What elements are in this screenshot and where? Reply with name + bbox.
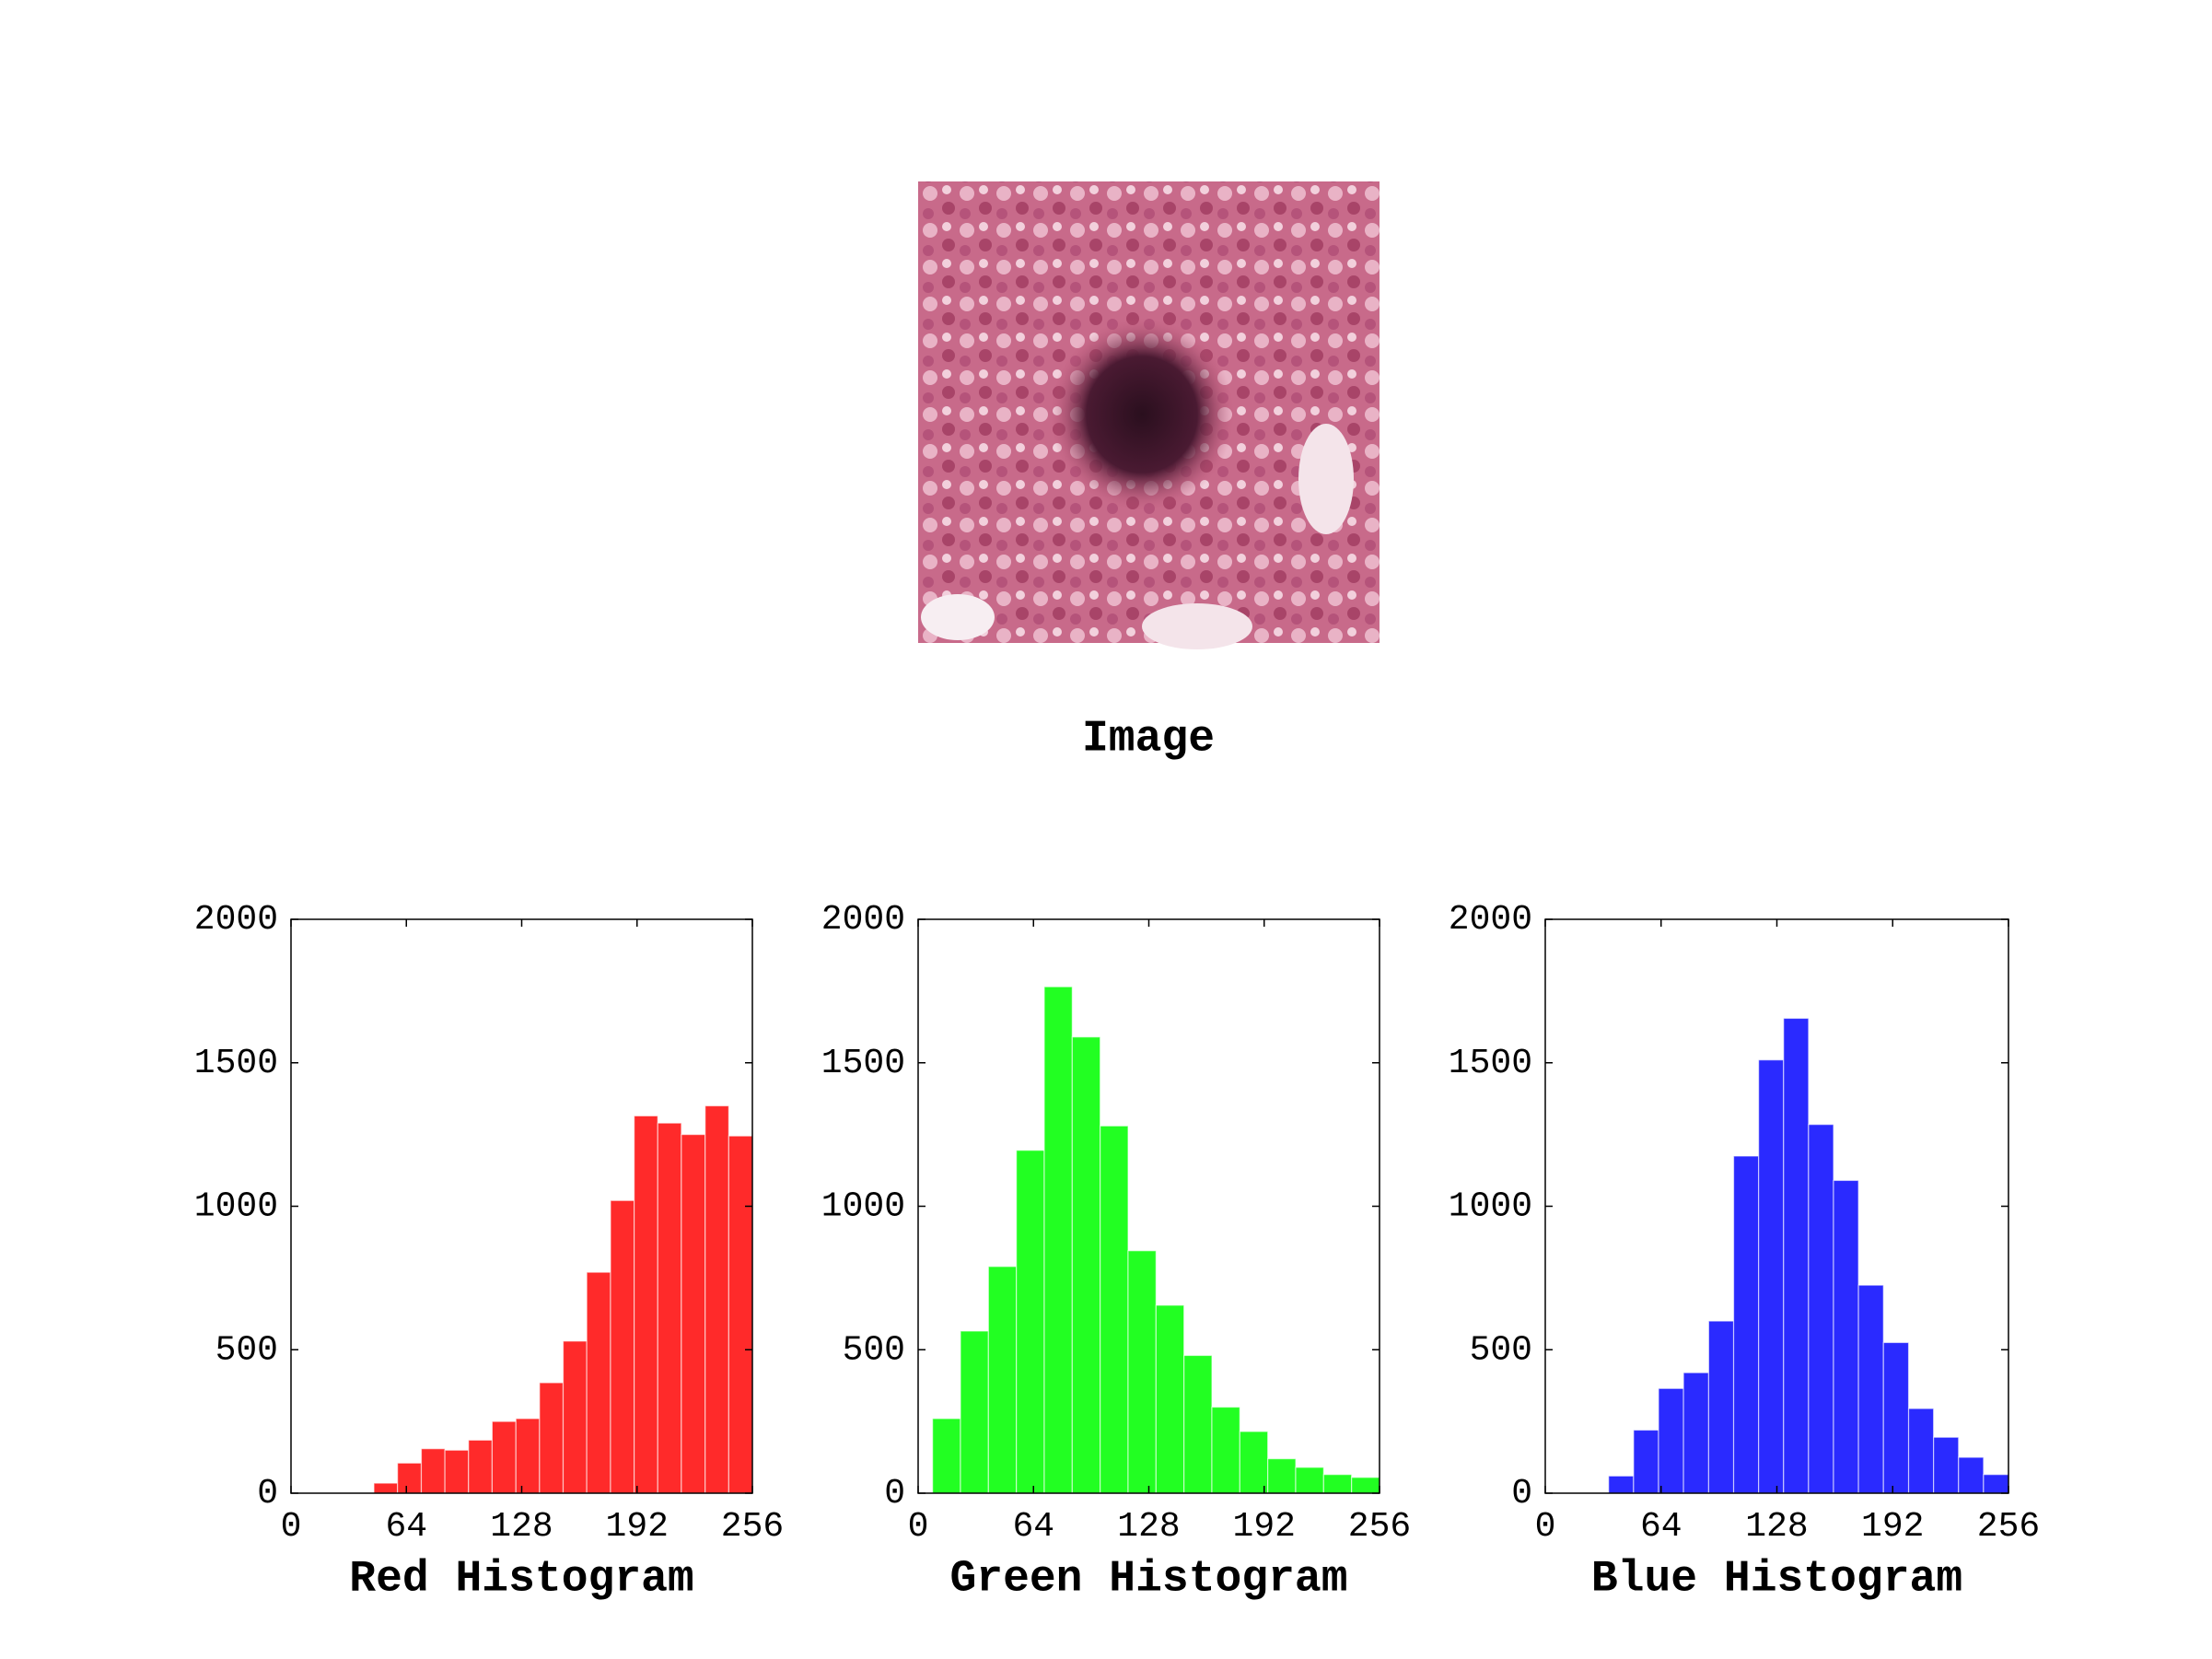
bar (1322, 1474, 1353, 1494)
bar (1857, 1284, 1884, 1494)
image-title: Image (1082, 715, 1215, 765)
bar (1043, 986, 1073, 1494)
x-tick-label: 256 (1348, 1507, 1411, 1547)
x-tick-label: 128 (1745, 1507, 1808, 1547)
y-tick-label: 0 (257, 1474, 278, 1513)
bar (1071, 1036, 1101, 1494)
bar (1267, 1458, 1297, 1494)
x-tick-label: 256 (1977, 1507, 2040, 1547)
bar (987, 1266, 1018, 1494)
bar (1707, 1320, 1735, 1494)
bar (1658, 1387, 1684, 1494)
y-tick-label: 1500 (1449, 1044, 1532, 1083)
bar (728, 1135, 753, 1494)
chart-title: Green Histogram (949, 1555, 1347, 1605)
bar (373, 1482, 399, 1494)
y-tick-label: 0 (884, 1474, 905, 1513)
y-tick-label: 1000 (821, 1187, 905, 1227)
bar (397, 1462, 423, 1494)
bar (1983, 1474, 2009, 1494)
bar (586, 1271, 611, 1494)
y-tick-label: 2000 (1449, 900, 1532, 940)
bar (1633, 1429, 1659, 1494)
bar (1808, 1124, 1834, 1494)
bar (1758, 1059, 1785, 1494)
y-tick-label: 1000 (1449, 1187, 1532, 1227)
y-tick-label: 1500 (194, 1044, 278, 1083)
bar (1833, 1179, 1859, 1494)
bar (562, 1340, 588, 1494)
bar (1211, 1406, 1240, 1494)
x-tick-label: 128 (1117, 1507, 1180, 1547)
bar (515, 1418, 541, 1494)
bar (960, 1330, 989, 1494)
bar (1183, 1354, 1213, 1494)
bar (1783, 1017, 1810, 1494)
bar (1732, 1155, 1760, 1494)
x-tick-label: 192 (1233, 1507, 1296, 1547)
bar (657, 1122, 682, 1494)
x-tick-label: 64 (1012, 1507, 1054, 1547)
bar (1351, 1477, 1380, 1494)
y-tick-label: 500 (1470, 1330, 1532, 1370)
bar (1907, 1408, 1935, 1494)
bar (1127, 1250, 1157, 1494)
x-tick-label: 128 (490, 1507, 553, 1547)
bar (1682, 1372, 1710, 1494)
bar (420, 1448, 446, 1494)
y-tick-label: 2000 (194, 900, 278, 940)
bar (1882, 1341, 1910, 1494)
x-tick-label: 192 (1861, 1507, 1924, 1547)
bar (444, 1449, 470, 1494)
x-tick-label: 192 (606, 1507, 669, 1547)
chart-title: Blue Histogram (1591, 1555, 1962, 1605)
x-tick-label: 0 (281, 1507, 302, 1547)
y-tick-label: 1000 (194, 1187, 278, 1227)
chart-title: Red Histogram (349, 1555, 693, 1605)
bar (1016, 1150, 1045, 1494)
x-tick-label: 0 (908, 1507, 929, 1547)
bar (1295, 1466, 1324, 1494)
x-tick-label: 256 (721, 1507, 784, 1547)
y-tick-label: 500 (843, 1330, 905, 1370)
bar (491, 1420, 517, 1494)
bar (1933, 1436, 1960, 1494)
bar (704, 1104, 729, 1494)
y-tick-label: 500 (215, 1330, 278, 1370)
bar (1958, 1456, 1985, 1494)
bar (1608, 1475, 1635, 1494)
bar (1239, 1431, 1269, 1494)
bar (610, 1199, 635, 1494)
y-tick-label: 2000 (821, 900, 905, 940)
bar (539, 1382, 565, 1494)
y-tick-label: 1500 (821, 1044, 905, 1083)
bar (1155, 1304, 1185, 1494)
bar (681, 1134, 706, 1494)
bar (932, 1418, 961, 1494)
x-tick-label: 0 (1535, 1507, 1556, 1547)
y-tick-label: 0 (1511, 1474, 1532, 1513)
image (918, 181, 1380, 649)
bar (468, 1439, 494, 1494)
x-tick-label: 64 (1640, 1507, 1682, 1547)
bar (1100, 1125, 1129, 1494)
bar (634, 1115, 658, 1494)
x-tick-label: 64 (385, 1507, 427, 1547)
